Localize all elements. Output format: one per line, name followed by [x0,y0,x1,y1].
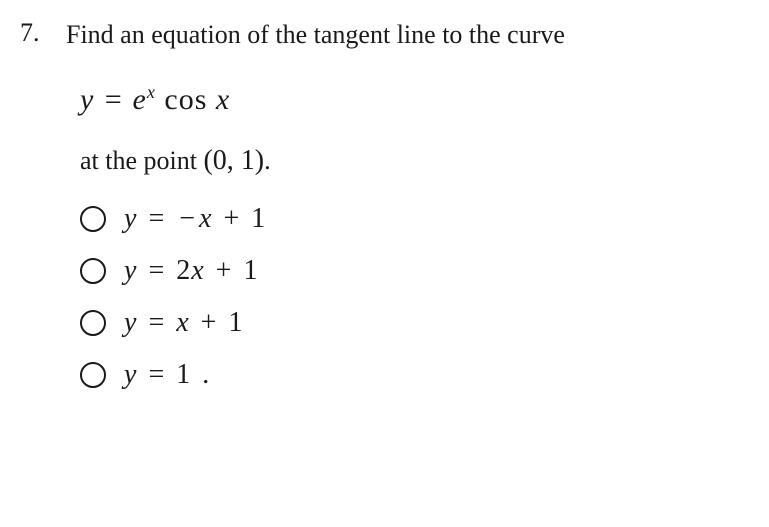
point-value: (0, 1) [203,145,264,176]
question-header: 7. Find an equation of the tangent line … [20,18,739,52]
option-c[interactable]: y = x + 1 [80,307,739,339]
at-point-prefix: at the point [80,146,203,175]
at-point-suffix: . [264,146,271,175]
option-a[interactable]: y = −x + 1 [80,203,739,235]
option-label: y = 1 . [124,359,213,391]
option-label: y = 2x + 1 [124,255,258,287]
option-label: y = x + 1 [124,307,243,339]
radio-icon[interactable] [80,258,106,284]
question-number: 7. [20,18,50,48]
question-body: y = ex cos x at the point (0, 1). y = −x… [80,82,739,391]
option-label: y = −x + 1 [124,203,266,235]
at-point: at the point (0, 1). [80,145,739,177]
equation: y = ex cos x [80,82,739,117]
radio-icon[interactable] [80,362,106,388]
question-prompt: Find an equation of the tangent line to … [66,18,565,52]
options-list: y = −x + 1 y = 2x + 1 y = x + 1 y = 1 . [80,203,739,391]
radio-icon[interactable] [80,310,106,336]
option-d[interactable]: y = 1 . [80,359,739,391]
option-b[interactable]: y = 2x + 1 [80,255,739,287]
radio-icon[interactable] [80,206,106,232]
